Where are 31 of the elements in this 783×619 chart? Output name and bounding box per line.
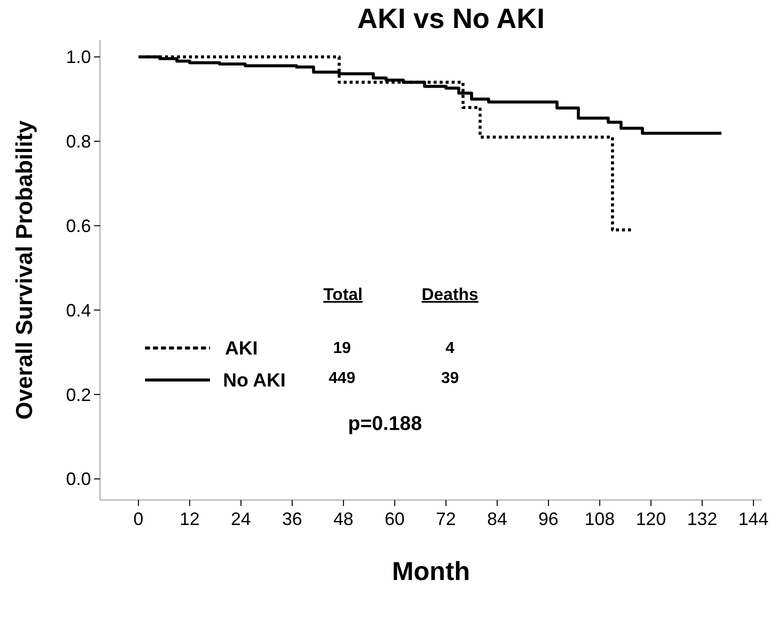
annotation: 39: [441, 370, 459, 387]
x-tick-label: 24: [230, 509, 251, 529]
x-tick-label: 96: [538, 509, 558, 529]
y-tick-label: 0.2: [66, 384, 91, 405]
annotation: p=0.188: [348, 413, 422, 435]
chart-title: AKI vs No AKI: [357, 3, 545, 34]
y-tick-label: 1.0: [66, 47, 91, 68]
x-tick-label: 84: [487, 509, 508, 529]
y-tick-label: 0.8: [66, 132, 91, 152]
annotation: Total: [323, 285, 363, 304]
y-tick-label: 0.4: [66, 300, 91, 320]
x-axis-title: Month: [392, 556, 470, 586]
y-axis-title: Overall Survival Probability: [11, 120, 37, 420]
annotation: 449: [328, 370, 356, 387]
x-tick-label: 120: [636, 509, 666, 529]
x-tick-label: 36: [282, 509, 302, 529]
y-tick-label: 0.0: [66, 469, 91, 490]
annotation: 4: [446, 340, 455, 357]
y-tick-label: 0.6: [66, 216, 91, 236]
x-tick-label: 60: [384, 509, 405, 529]
annotation: Deaths: [422, 285, 478, 304]
x-tick-label: 48: [333, 509, 354, 529]
legend-label: AKI: [225, 338, 258, 360]
x-tick-label: 108: [584, 509, 615, 529]
annotation: 19: [333, 340, 351, 357]
x-tick-label: 12: [180, 509, 200, 529]
x-tick-label: 72: [436, 509, 456, 529]
x-tick-label: 132: [687, 509, 718, 529]
x-tick-label: 144: [738, 509, 768, 529]
x-tick-label: 0: [133, 509, 144, 529]
legend-label: No AKI: [223, 370, 286, 392]
